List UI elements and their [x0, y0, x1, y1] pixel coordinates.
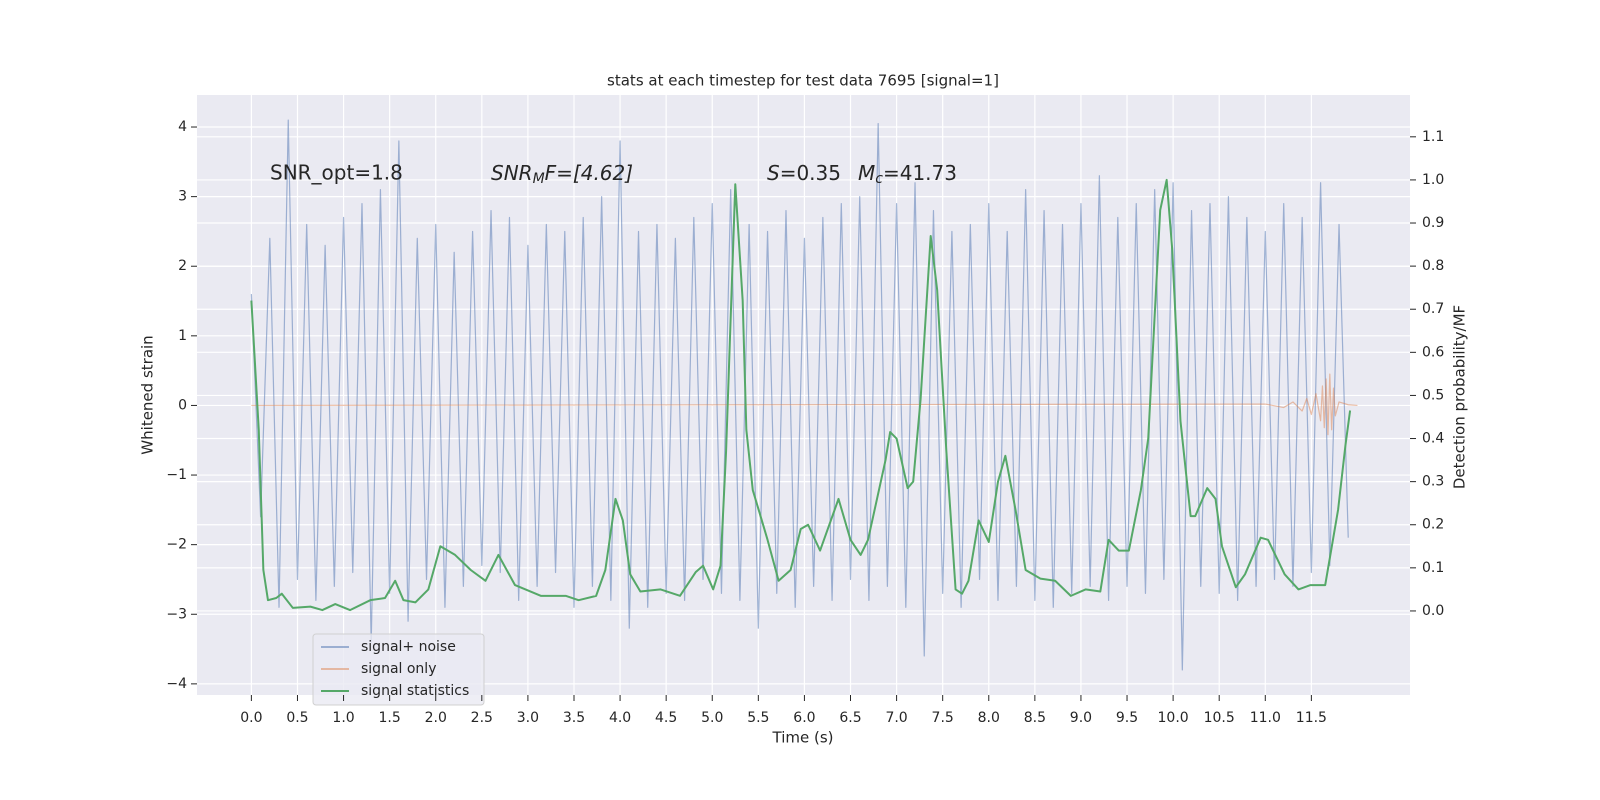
y2-tick-label: 0.4 — [1422, 431, 1444, 447]
x-tick-label: 2.5 — [471, 710, 493, 726]
annotation: S=0.35 — [767, 161, 841, 185]
x-tick-label: 0.0 — [240, 710, 262, 726]
x-tick-label: 7.0 — [885, 710, 907, 726]
annotation-part: S — [767, 161, 780, 185]
y-tick-label: 1 — [178, 328, 187, 344]
annotation: SNR_opt=1.8 — [270, 161, 403, 185]
series-line — [250, 119, 1349, 671]
x-tick-label: 5.5 — [747, 710, 769, 726]
x-tick-label: 10.0 — [1158, 710, 1189, 726]
y2-tick-label: 0.2 — [1422, 517, 1444, 533]
x-tick-label: 11.5 — [1296, 710, 1327, 726]
annotation-sub: c — [875, 171, 883, 187]
x-tick-label: 3.0 — [517, 710, 539, 726]
y2-tick-label: 0.9 — [1422, 215, 1444, 231]
legend-box — [312, 633, 485, 706]
x-tick-label: 10.5 — [1204, 710, 1235, 726]
y-tick-label: 3 — [178, 189, 187, 205]
x-tick-label: 1.5 — [379, 710, 401, 726]
legend-label: signal only — [361, 661, 436, 677]
x-tick-label: 4.5 — [655, 710, 677, 726]
annotation-part: =41.73 — [883, 161, 957, 185]
chart-title: stats at each timestep for test data 769… — [607, 72, 999, 90]
y2-axis-label: Detection probability/MF — [1451, 305, 1469, 489]
annotation: Mc=41.73 — [858, 161, 957, 188]
annotation-part: M — [858, 161, 875, 185]
x-tick-label: 3.5 — [563, 710, 585, 726]
y-tick-label: 0 — [178, 397, 187, 413]
legend-label: signal+ noise — [361, 639, 456, 655]
grid — [197, 95, 1410, 695]
x-tick-label: 5.0 — [701, 710, 723, 726]
x-tick-label: 2.0 — [425, 710, 447, 726]
series-line — [250, 178, 1352, 612]
x-axis-label: Time (s) — [772, 729, 834, 747]
x-tick-label: 8.0 — [978, 710, 1000, 726]
x-tick-label: 0.5 — [286, 710, 308, 726]
y2-tick-label: 0.7 — [1422, 301, 1444, 317]
y-tick-label: −3 — [166, 606, 187, 622]
x-tick-label: 6.0 — [793, 710, 815, 726]
annotation-sub: M — [533, 171, 545, 187]
x-tick-label: 9.0 — [1070, 710, 1092, 726]
y2-tick-label: 0.0 — [1422, 603, 1444, 619]
marks — [250, 119, 1358, 671]
x-tick-label: 9.5 — [1116, 710, 1138, 726]
x-tick-label: 11.0 — [1250, 710, 1281, 726]
y2-tick-label: 0.6 — [1422, 344, 1444, 360]
x-tick-label: 7.5 — [932, 710, 954, 726]
legend-label: signal statistics — [361, 683, 469, 699]
y2-tick-label: 0.5 — [1422, 387, 1444, 403]
y-tick-label: −4 — [166, 676, 187, 692]
y-tick-label: 2 — [178, 258, 187, 274]
y-tick-label: −2 — [166, 537, 187, 553]
y2-tick-label: 0.8 — [1422, 258, 1444, 274]
y-tick-label: 4 — [178, 119, 187, 135]
y2-tick-label: 1.0 — [1422, 172, 1444, 188]
annotation-part: F=[4.62] — [545, 161, 633, 185]
y2-tick-label: 0.1 — [1422, 560, 1444, 576]
y-tick-label: −1 — [166, 467, 187, 483]
annotation: SNRMF=[4.62] — [491, 161, 633, 188]
x-tick-label: 8.5 — [1024, 710, 1046, 726]
x-tick-label: 4.0 — [609, 710, 631, 726]
series-line — [251, 373, 1358, 436]
annotation-part: =0.35 — [780, 161, 841, 185]
x-tick-label: 1.0 — [332, 710, 354, 726]
x-tick-label: 6.5 — [839, 710, 861, 726]
legend: signal+ noise signal only signal statistic… — [312, 633, 485, 706]
annotation-part: SNR — [491, 161, 533, 185]
y2-tick-label: 0.3 — [1422, 474, 1444, 490]
y-axis-label: Whitened strain — [139, 335, 157, 454]
y2-tick-label: 1.1 — [1422, 129, 1444, 145]
